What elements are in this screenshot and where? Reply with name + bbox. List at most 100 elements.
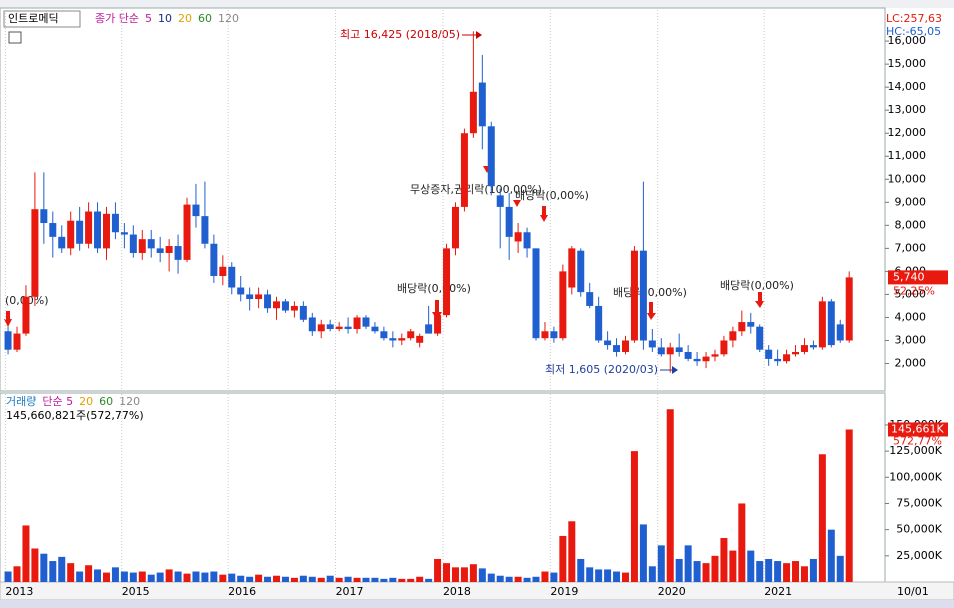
candle-body — [210, 243, 218, 276]
volume-bar — [228, 573, 236, 582]
volume-bar — [210, 571, 218, 582]
candle-body — [389, 338, 397, 341]
candle-body — [595, 305, 603, 341]
volume-bar — [523, 577, 531, 582]
dividend-annotation: 배당락(0,00%) — [397, 282, 471, 295]
volume-bar — [443, 563, 451, 582]
volume-bar — [836, 555, 844, 582]
candle-body — [31, 209, 39, 297]
volume-bar — [120, 571, 128, 582]
scrollbar[interactable] — [0, 600, 954, 608]
candle-body — [138, 239, 146, 253]
candle-body — [192, 204, 200, 217]
volume-bar — [58, 556, 66, 582]
legend-entry: 20 — [178, 12, 192, 25]
candle-body — [577, 250, 585, 293]
legend-entry: 120 — [218, 12, 239, 25]
candle-body — [648, 340, 656, 348]
volume-bar — [496, 575, 504, 582]
candle-body — [604, 340, 612, 346]
volume-bar — [783, 563, 791, 582]
candle-body — [246, 294, 254, 300]
candle-body — [451, 206, 459, 249]
y-tick-label: 25,000K — [896, 549, 942, 562]
candle-body — [729, 331, 737, 341]
y-tick-label: 9,000 — [895, 195, 927, 208]
volume-bar — [129, 572, 137, 582]
candle-body — [219, 266, 227, 276]
volume-bar — [308, 576, 316, 582]
candle-body — [398, 338, 406, 341]
volume-bar — [31, 548, 39, 582]
legend-entry: 종가 단순 — [95, 12, 139, 25]
volume-bar — [666, 409, 674, 582]
volume-bar — [460, 567, 468, 582]
price-tag-label: 5,740 — [893, 270, 925, 283]
volume-bar — [792, 561, 800, 582]
dividend-annotation: 배당락(0,00%) — [720, 279, 794, 292]
volume-bar — [702, 563, 710, 582]
header-strip — [0, 0, 954, 8]
volume-bar — [729, 550, 737, 582]
dividend-annotation: 배당락(0,00%) — [515, 189, 589, 202]
volume-bar — [451, 567, 459, 582]
volume-bar — [532, 576, 540, 582]
volume-bar — [639, 524, 647, 582]
candle-body — [657, 347, 665, 355]
volume-bar — [747, 550, 755, 582]
table-icon[interactable] — [8, 31, 22, 44]
candle-body — [299, 305, 307, 320]
candle-body — [693, 358, 701, 362]
candle-body — [514, 232, 522, 242]
volume-bar — [630, 451, 638, 582]
volume-bar — [76, 571, 84, 582]
volume-bar — [67, 563, 75, 582]
candle-body — [792, 352, 800, 355]
candle-body — [496, 195, 504, 207]
volume-bar — [13, 566, 21, 582]
volume-tag-label: 145,661K — [891, 422, 944, 435]
volume-bar — [389, 577, 397, 582]
candle-body — [264, 294, 272, 309]
volume-change: 572,77% — [893, 434, 942, 447]
candle-body — [416, 335, 424, 343]
volume-bar — [487, 573, 495, 582]
x-tick-label: 2013 — [5, 585, 33, 598]
volume-bar — [237, 575, 245, 582]
x-tick-label: 2016 — [228, 585, 256, 598]
y-tick-label: 12,000 — [888, 126, 927, 139]
volume-bar — [290, 577, 298, 582]
hc-label: HC:-65,05 — [886, 25, 941, 38]
candle-body — [40, 209, 48, 224]
candle-body — [371, 326, 379, 332]
volume-bar — [559, 535, 567, 582]
candle-body — [827, 301, 835, 346]
candle-body — [809, 345, 817, 348]
volume-bar — [577, 558, 585, 582]
volume-bar — [201, 572, 209, 582]
legend-entry: 20 — [79, 395, 93, 408]
candle-body — [317, 324, 325, 332]
low-arrowhead — [672, 366, 678, 374]
volume-bar — [505, 576, 513, 582]
candle-body — [237, 287, 245, 295]
candle-body — [836, 324, 844, 341]
y-tick-label: 16,000 — [888, 34, 927, 47]
volume-bar — [595, 569, 603, 582]
candle-body — [702, 356, 710, 362]
y-tick-label: 13,000 — [888, 103, 927, 116]
price-change: 52,25% — [893, 284, 935, 297]
candle-body — [255, 294, 263, 300]
x-tick-label: 2015 — [122, 585, 150, 598]
volume-bar — [371, 577, 379, 582]
candle-body — [290, 305, 298, 311]
volume-bar — [434, 558, 442, 582]
candle-body — [120, 232, 128, 235]
candle-body — [111, 213, 119, 233]
volume-bar — [94, 569, 102, 582]
y-tick-label: 75,000K — [896, 496, 942, 509]
volume-bar — [818, 454, 826, 582]
candle-body — [353, 317, 361, 329]
volume-tag — [888, 422, 948, 437]
x-tick-label: 2017 — [336, 585, 364, 598]
